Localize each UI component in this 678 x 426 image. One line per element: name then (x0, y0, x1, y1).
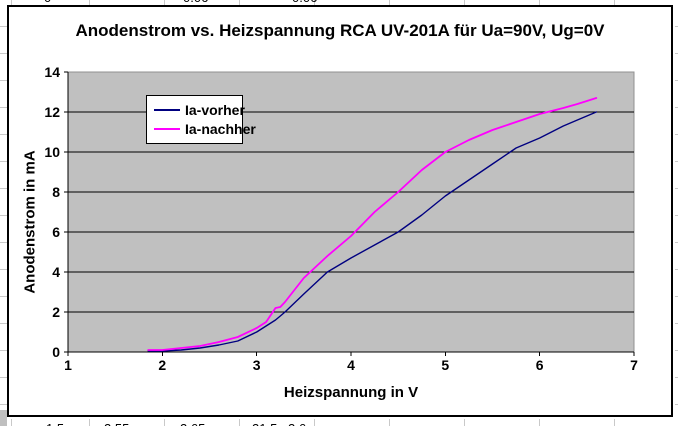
y-tick-label: 2 (52, 304, 60, 320)
x-axis-title: Heizspannung in V (283, 384, 419, 401)
legend[interactable]: Ia-vorher Ia-nachher (146, 95, 256, 144)
clipped-cell-value: 0 (44, 0, 51, 4)
clipped-cell-value: 0.06 (292, 0, 317, 4)
clipped-cell-value: 2.6 (288, 422, 306, 426)
x-tick-label: 5 (441, 357, 449, 373)
spreadsheet-left-sliver (0, 0, 7, 426)
clipped-cell-value: 2.65 (180, 422, 205, 426)
y-tick-label: 0 (52, 344, 60, 360)
series-line-Ia-nachher[interactable] (147, 97, 598, 351)
clipped-cell-value: 21.5 (252, 422, 277, 426)
y-tick-label: 8 (52, 184, 60, 200)
x-tick-label: 2 (158, 357, 166, 373)
y-tick-label: 14 (44, 64, 60, 80)
series-color-line-icon (154, 127, 180, 130)
clipped-cell-value: 1.5 (46, 422, 64, 426)
y-tick-label: 6 (52, 224, 60, 240)
chart-title: Anodenstrom vs. Heizspannung RCA UV-201A… (75, 21, 605, 40)
y-axis-title: Anodenstrom in mA (21, 150, 39, 294)
x-tick-label: 7 (630, 357, 638, 373)
spreadsheet-right-sliver (675, 0, 678, 426)
legend-item-ia-nachher[interactable]: Ia-nachher (154, 119, 256, 138)
x-tick-label: 6 (536, 357, 544, 373)
x-tick-label: 4 (347, 357, 355, 373)
spreadsheet-top-row-sliver: 0 0.06 0.06 (0, 0, 678, 5)
legend-item-ia-vorher[interactable]: Ia-vorher (154, 100, 245, 119)
clipped-cell-value: 2.55 (104, 422, 129, 426)
y-tick-label: 12 (44, 104, 60, 120)
legend-label: Ia-vorher (185, 101, 245, 118)
spreadsheet-bottom-row-sliver: 1.5 2.55 2.65 21.5 2.6 (0, 419, 678, 426)
x-tick-label: 3 (253, 357, 261, 373)
shaded-cell-fragment (0, 410, 7, 426)
x-tick-label: 1 (64, 357, 72, 373)
series-line-Ia-vorher[interactable] (147, 111, 597, 352)
y-tick-label: 10 (44, 144, 60, 160)
series-color-line-icon (154, 108, 180, 111)
y-tick-label: 4 (52, 264, 60, 280)
clipped-cell-value: 0.06 (183, 0, 208, 4)
legend-label: Ia-nachher (185, 120, 256, 137)
